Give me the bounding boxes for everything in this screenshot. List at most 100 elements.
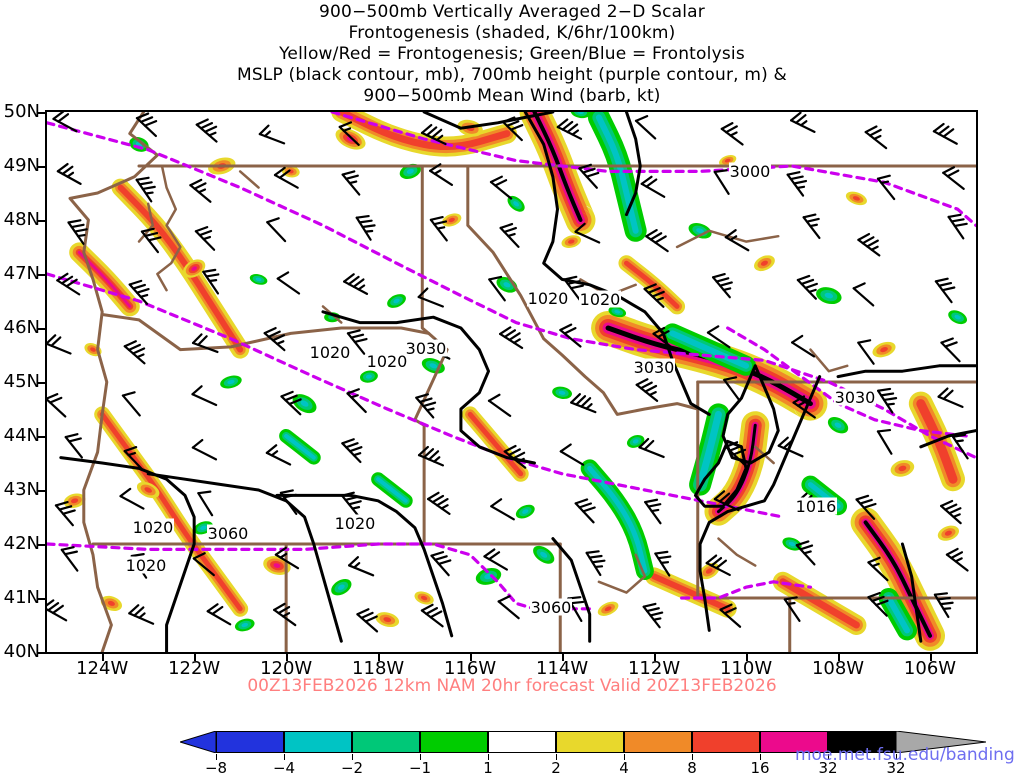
wind-barb [52,112,78,133]
svg-text:3000: 3000 [730,162,771,181]
contour-label-1020: 1020 [309,343,351,362]
colorbar-tick [760,754,761,760]
x-tick-108W: 108W [811,658,865,679]
wind-barb [643,283,665,308]
wind-barb [877,387,898,414]
wind-barb [47,599,68,622]
x-tick-114W: 114W [536,658,589,679]
svg-text:1020: 1020 [310,343,351,362]
wind-barb [876,174,896,201]
wind-barb [934,277,956,304]
wind-barb [559,323,582,348]
wind-barb [786,171,808,197]
colorbar-label-4: 1 [483,759,493,777]
contour-label-3030: 3030 [834,388,876,407]
wind-barb [47,393,67,418]
contour-label-1020: 1020 [366,352,408,371]
wind-barb [645,229,669,253]
x-tick-112W: 112W [627,658,681,679]
wind-barb [503,444,527,469]
y-tick-41N: 41N [3,587,40,608]
wind-barb [792,395,816,419]
y-tick-49N: 49N [3,155,40,176]
height-contour [330,112,976,227]
wind-barb [135,112,158,138]
wind-barb [932,122,958,145]
colorbar-label-1: −4 [272,759,296,777]
mslp-contour [693,439,748,508]
map-plot-area[interactable]: 3000 1020 1020 1020 1020 3030 3030 3030 1016 1020… [45,110,978,654]
wind-barb [347,556,375,577]
wind-barb [60,546,79,572]
wind-barb [192,552,215,577]
wind-barb [501,116,524,142]
colorbar-tick [896,754,897,760]
x-tick-mark [286,654,289,661]
colorbar-under-arrow [178,730,217,754]
wind-barb [346,388,367,414]
y-tick-mark [38,274,45,276]
height-contour [47,272,785,519]
svg-text:3060: 3060 [531,598,572,617]
y-tick-mark [38,166,45,168]
colorbar-label-8: 16 [750,759,770,777]
wind-barb [857,339,875,365]
colorbar-tick [828,754,829,760]
colorbar-label-0: −8 [204,759,228,777]
wind-barb [273,602,297,627]
x-tick-110W: 110W [719,658,773,679]
frontogenesis-shading [63,112,968,651]
wind-barb [713,169,730,195]
x-tick-106W: 106W [903,658,957,679]
colorbar-tick [488,754,489,760]
wind-barb [258,124,286,145]
x-tick-mark [838,654,841,661]
wind-barb [415,393,437,419]
colorbar-tick [556,754,557,760]
wind-barb [341,491,362,518]
colorbar-swatch-7 [692,731,760,753]
mslp-contour [721,364,780,465]
wind-barb [574,498,596,524]
colorbar-swatch-4 [488,731,556,753]
wind-barb [940,499,962,525]
wind-barb [56,162,82,185]
mslp-contour [321,310,536,465]
wind-barb [197,490,214,517]
watermark-link[interactable]: moe.met.fsu.edu/banding [795,745,1015,765]
wind-barb [724,441,747,466]
y-tick-mark [38,490,45,492]
colorbar-tick [692,754,693,760]
title-line-1: 900−500mb Vertically Averaged 2−D Scalar [319,2,705,22]
colorbar-tick [624,754,625,760]
mslp-contour [422,112,555,130]
wind-barb [705,554,731,577]
wind-barb [790,112,816,134]
y-tick-50N: 50N [3,101,40,122]
colorbar-label-7: 8 [687,759,697,777]
wind-barb [855,494,877,520]
mslp-contour [919,429,976,449]
wind-barb [635,378,659,402]
x-tick-120W: 120W [260,658,313,679]
wind-barb [488,275,506,302]
wind-barb [276,271,301,295]
y-tick-mark [38,652,45,654]
wind-barb [640,175,666,198]
svg-text:1020: 1020 [335,514,376,533]
y-tick-45N: 45N [3,371,40,392]
wind-barb [54,500,76,527]
wind-barb [570,393,597,414]
y-tick-42N: 42N [3,533,40,554]
mslp-contour [59,456,196,652]
wind-barb [119,487,145,510]
contour-label-1020: 1020 [527,289,569,308]
svg-text:3030: 3030 [634,358,675,377]
colorbar-label-2: −2 [340,759,364,777]
wind-barb [64,433,83,459]
wind-barb [338,121,360,146]
svg-text:1016: 1016 [796,497,837,516]
colorbar-swatch-6 [624,731,692,753]
